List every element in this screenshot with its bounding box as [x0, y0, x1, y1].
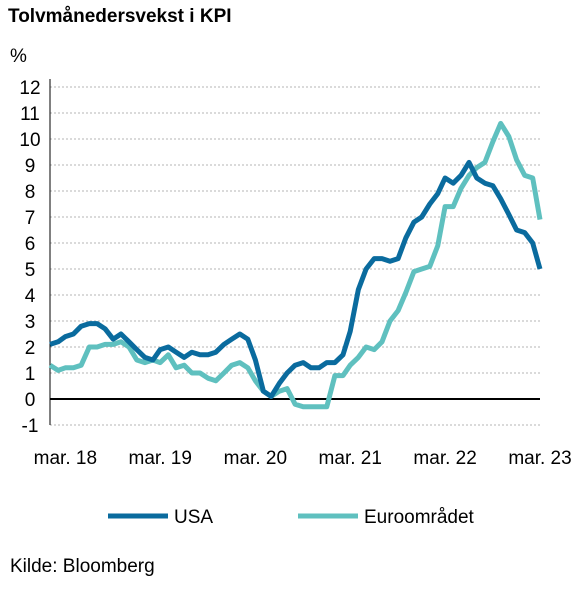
x-tick-label: mar. 20 [224, 448, 287, 469]
y-tick-label: 9 [25, 156, 36, 177]
y-tick-label: 6 [25, 234, 36, 255]
x-axis-ticks: mar. 18 mar. 19 mar. 20 mar. 21 mar. 22 mar. … [34, 448, 572, 469]
x-tick-label: mar. 21 [319, 448, 382, 469]
x-tick-label: mar. 22 [413, 448, 476, 469]
y-tick-label: 0 [25, 390, 36, 411]
gridlines [50, 86, 540, 426]
x-tick-label: mar. 23 [508, 448, 571, 469]
legend: USA Euroområdet [108, 507, 475, 528]
y-tick-label: 4 [25, 286, 36, 307]
y-tick-label: 7 [25, 208, 36, 229]
series-line-euroomradet [48, 120, 543, 410]
y-tick-label: 11 [20, 104, 40, 125]
legend-label: USA [174, 507, 213, 528]
y-tick-label: 10 [19, 130, 40, 151]
series-lines [48, 120, 543, 410]
series-line-usa [49, 159, 543, 399]
source-note: Kilde: Bloomberg [10, 556, 155, 577]
x-tick-label: mar. 19 [129, 448, 192, 469]
y-tick-label: 1 [25, 364, 36, 385]
x-tick-label: mar. 18 [34, 448, 97, 469]
legend-label: Euroområdet [364, 507, 475, 528]
chart-title: Tolvmånedersvekst i KPI [8, 6, 232, 27]
y-tick-label: -1 [22, 416, 39, 437]
y-axis-label: % [10, 46, 27, 67]
y-tick-label: 12 [19, 78, 40, 99]
y-tick-label: 8 [25, 182, 36, 203]
y-tick-label: 3 [25, 312, 36, 333]
y-tick-label: 5 [25, 260, 36, 281]
y-tick-label: 2 [25, 338, 36, 359]
